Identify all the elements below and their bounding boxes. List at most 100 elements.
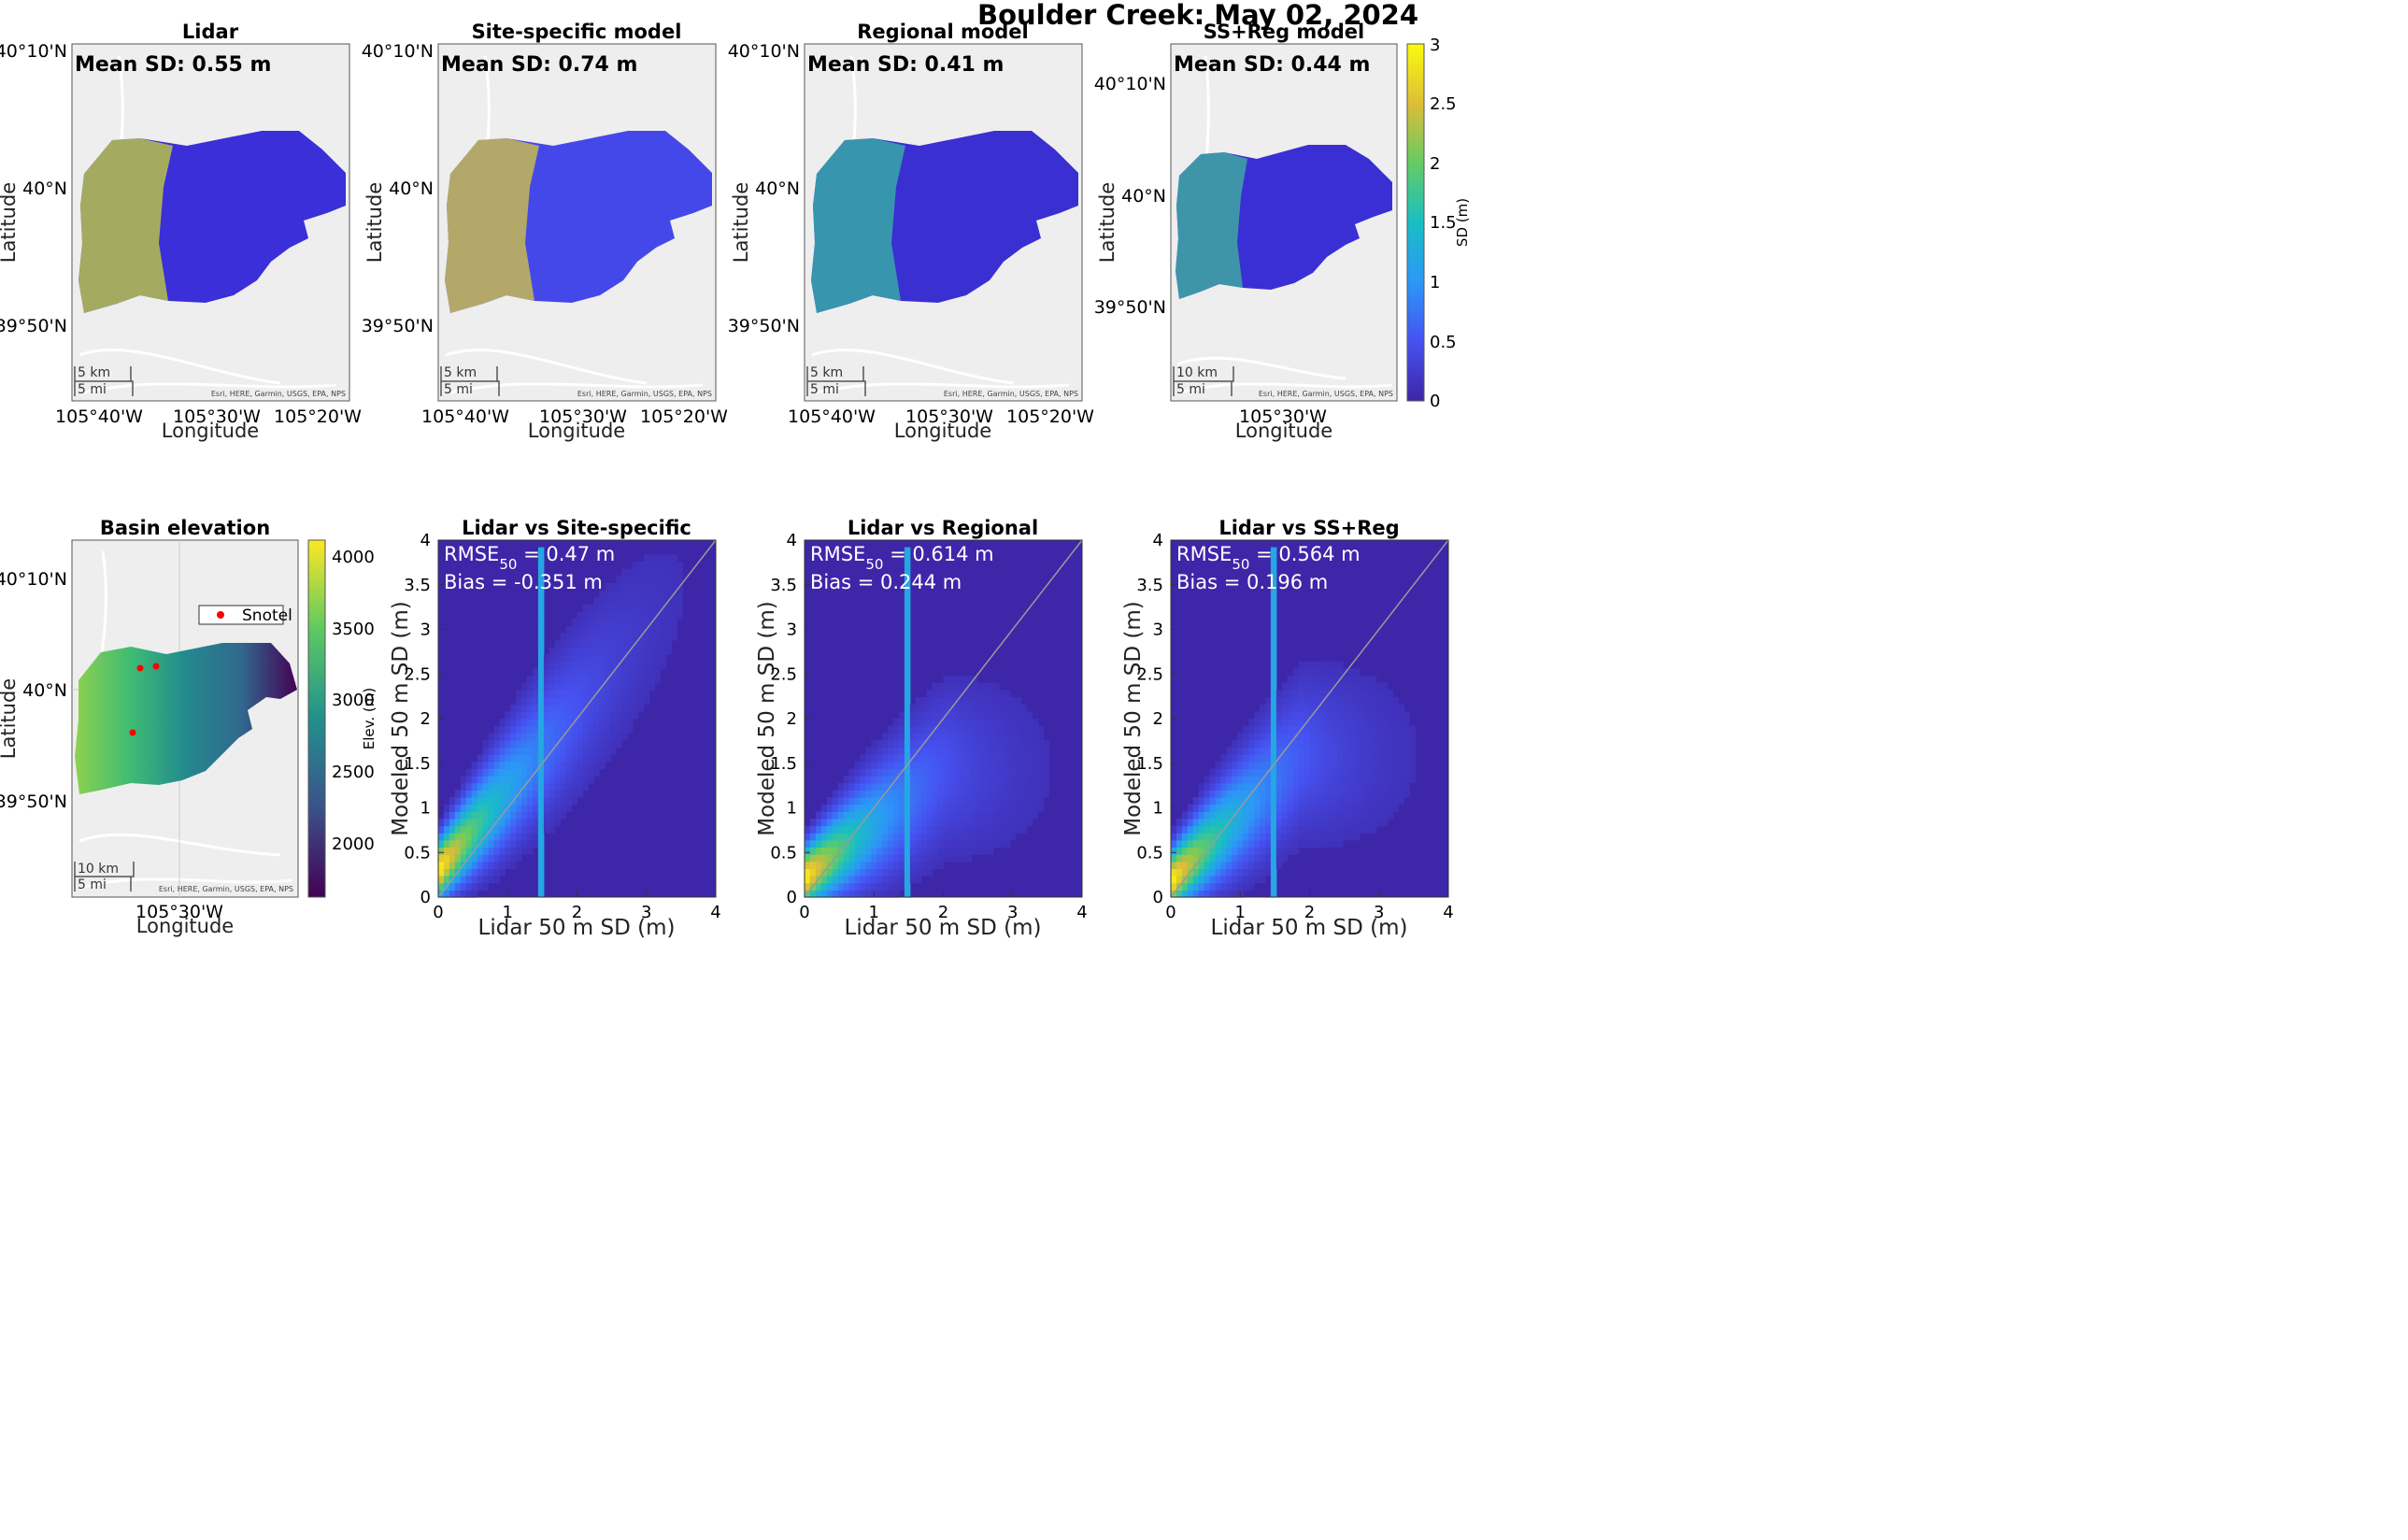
density-cell <box>909 854 917 863</box>
density-cell <box>805 839 811 848</box>
density-cell <box>1009 811 1017 820</box>
density-cell <box>1243 854 1249 863</box>
density-cell <box>1192 868 1200 877</box>
density-cell <box>1009 704 1017 712</box>
density-cell <box>1315 725 1321 734</box>
density-cell <box>1332 661 1338 670</box>
density-cell <box>943 739 949 749</box>
density-cell <box>1343 747 1349 755</box>
density-cell <box>660 619 667 627</box>
density-cell <box>1020 725 1028 734</box>
density-cell <box>527 847 534 855</box>
density-cell <box>876 868 883 877</box>
density-cell <box>593 747 600 755</box>
density-cell <box>865 825 872 834</box>
density-cell <box>1337 825 1344 834</box>
elevation-colorbar-tick: 3500 <box>332 620 375 639</box>
density-cell <box>948 711 955 720</box>
density-cell <box>876 782 883 791</box>
density-cell <box>527 719 534 727</box>
density-cell <box>1326 668 1332 677</box>
density-cell <box>882 890 889 898</box>
density-cell <box>820 876 828 884</box>
density-cell <box>471 804 478 812</box>
density-cell <box>882 782 889 791</box>
density-cell <box>1237 861 1244 869</box>
density-cell <box>610 725 617 734</box>
density-cell <box>971 697 977 706</box>
density-cell <box>637 676 645 684</box>
density-cell <box>1304 754 1311 763</box>
density-cell <box>488 761 494 769</box>
density-cell <box>460 839 467 848</box>
density-cell <box>460 868 467 877</box>
x-tick-label: 1 <box>503 903 513 922</box>
density-cell <box>1281 768 1289 777</box>
density-cell <box>588 661 594 670</box>
density-cell <box>493 782 500 791</box>
density-cell <box>621 676 628 684</box>
density-cell <box>1304 797 1311 806</box>
density-cell <box>1037 804 1044 812</box>
density-cell <box>843 782 850 791</box>
density-cell <box>860 754 866 763</box>
density-cell <box>1354 825 1361 834</box>
density-cell <box>1270 597 1277 606</box>
density-cell <box>1270 776 1277 784</box>
density-cell <box>510 811 517 820</box>
density-cell <box>527 697 534 706</box>
density-cell <box>449 882 456 891</box>
density-cell <box>588 754 594 763</box>
density-cell <box>537 604 545 612</box>
density-cell <box>533 668 539 677</box>
density-cell <box>948 719 955 727</box>
density-cell <box>593 682 600 691</box>
density-cell <box>1270 611 1277 620</box>
density-cell <box>1332 804 1338 812</box>
density-cell <box>449 847 456 855</box>
y-axis-label: Latitude <box>0 678 20 759</box>
density-cell <box>932 839 939 848</box>
density-cell <box>943 819 949 827</box>
density-cell <box>465 811 473 820</box>
density-cell <box>593 761 600 769</box>
density-cell <box>915 804 922 812</box>
density-cell <box>937 747 945 755</box>
density-cell <box>637 654 645 663</box>
density-cell <box>904 654 911 663</box>
density-cell <box>493 876 500 884</box>
density-cell <box>1309 811 1316 820</box>
density-cell <box>904 554 911 563</box>
density-cell <box>899 833 905 841</box>
density-cell <box>926 704 933 712</box>
density-cell <box>1315 833 1321 841</box>
density-cell <box>521 790 528 798</box>
density-cell <box>627 633 634 641</box>
density-cell <box>554 761 562 769</box>
density-cell <box>1009 782 1017 791</box>
density-cell <box>1360 676 1366 684</box>
density-cell <box>893 854 900 863</box>
density-cell <box>1292 833 1300 841</box>
density-cell <box>1243 811 1249 820</box>
density-cell <box>1004 739 1011 749</box>
density-cell <box>677 561 683 570</box>
scatter-title: Lidar vs Site-specific <box>462 517 691 539</box>
density-cell <box>1015 719 1022 727</box>
density-cell <box>1209 782 1217 791</box>
density-cell <box>932 797 939 806</box>
density-cell <box>899 782 905 791</box>
density-cell <box>1004 790 1011 798</box>
y-tick-label: 2 <box>420 709 431 729</box>
density-cell <box>904 768 911 777</box>
density-cell <box>860 876 866 884</box>
density-cell <box>605 690 611 698</box>
x-tick-label: 0 <box>1165 903 1176 922</box>
density-cell <box>471 819 478 827</box>
density-cell <box>1232 804 1238 812</box>
density-cell <box>1254 819 1261 827</box>
density-cell <box>993 825 1000 834</box>
density-cell <box>1220 847 1227 855</box>
density-cell <box>976 733 983 741</box>
density-cell <box>1309 776 1316 784</box>
